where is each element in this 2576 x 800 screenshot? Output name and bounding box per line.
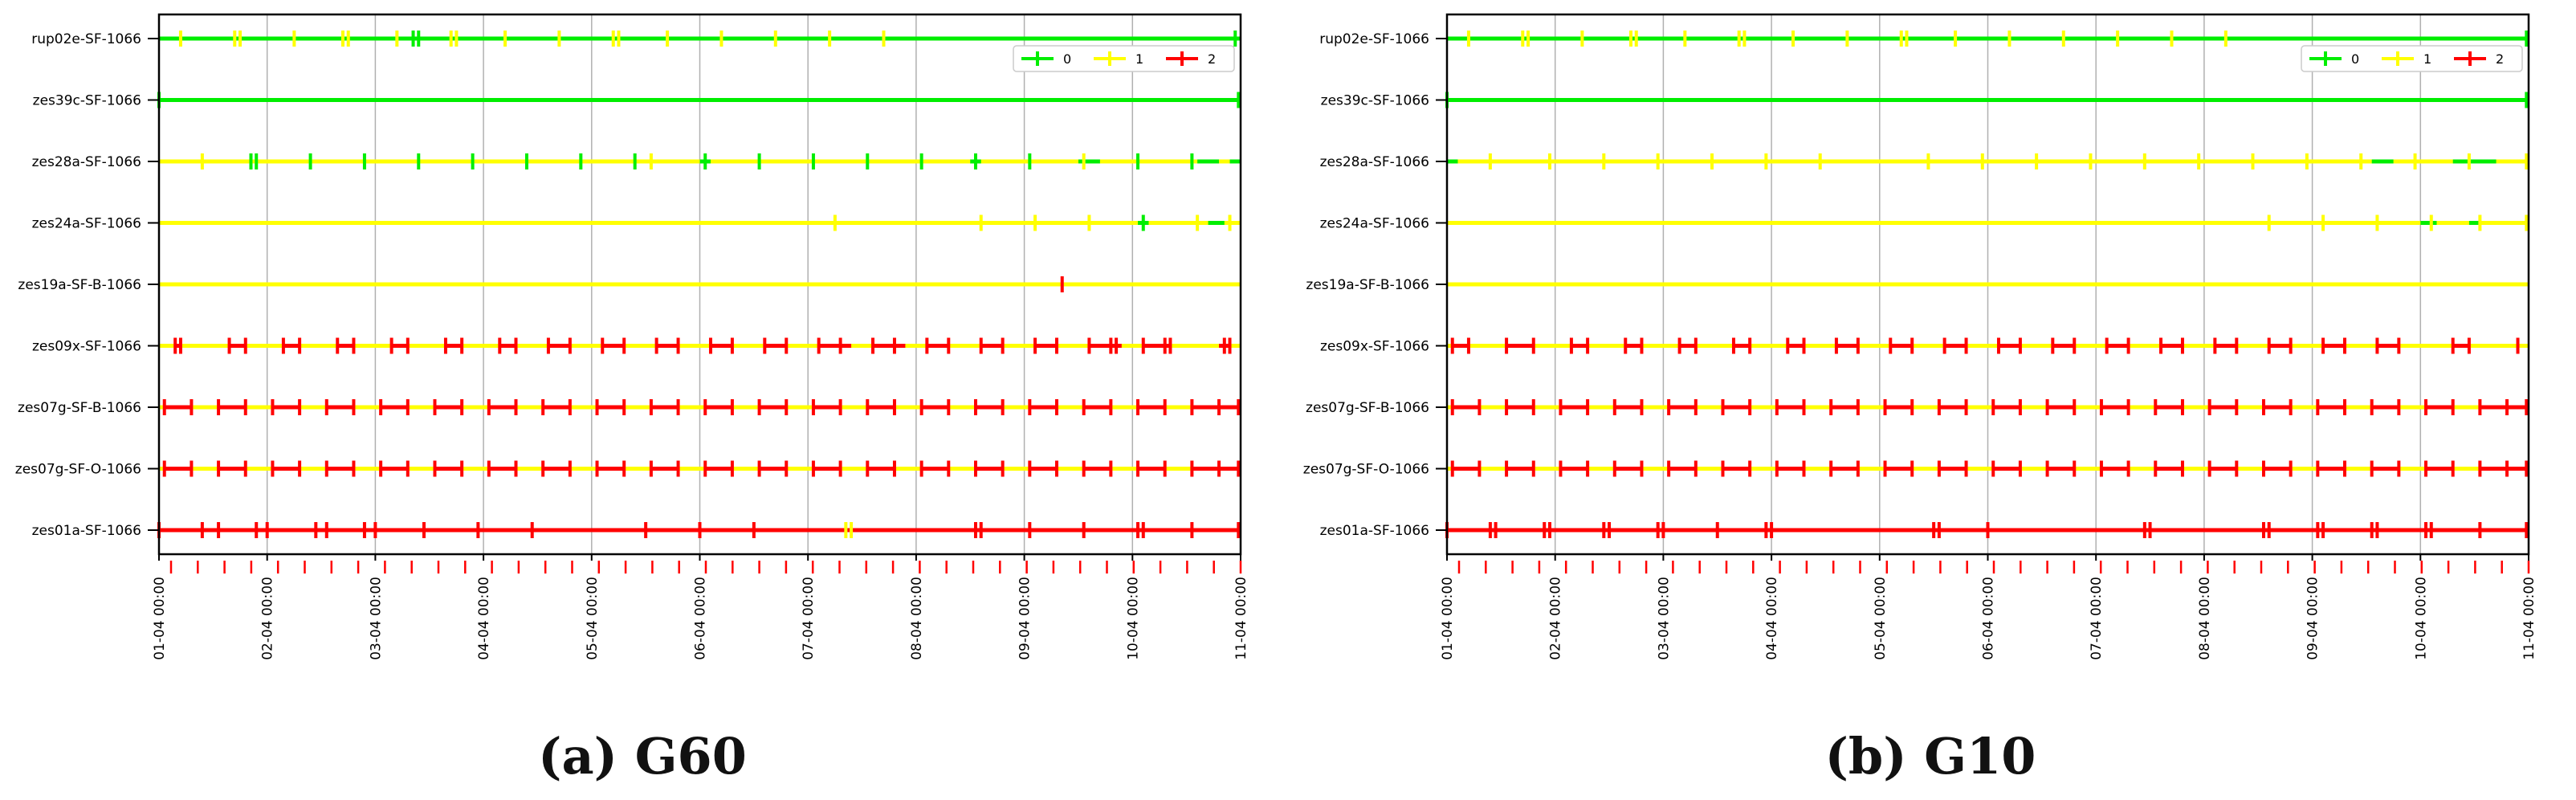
x-tick-label: 06-04 00:00 <box>693 577 709 660</box>
caption-b: (b) G10 <box>1824 727 2036 786</box>
row-label: zes39c-SF-1066 <box>1321 93 1429 109</box>
row-label: zes19a-SF-B-1066 <box>18 277 141 293</box>
row-label: zes19a-SF-B-1066 <box>1306 277 1429 293</box>
timeline-panel-b: rup02e-SF-1066 zes39c-SF-1066 zes28a-SF-10… <box>1303 13 2537 660</box>
row-label: zes24a-SF-1066 <box>1320 216 1429 232</box>
legend-label: 1 <box>1135 51 1143 67</box>
row-label: zes09x-SF-1066 <box>1320 339 1429 355</box>
caption-a: (a) G60 <box>538 727 747 786</box>
row-label: zes24a-SF-1066 <box>32 216 141 232</box>
legend-label: 1 <box>2423 51 2431 67</box>
x-tick-label: 05-04 00:00 <box>1873 577 1889 660</box>
row-label: rup02e-SF-1066 <box>31 31 141 47</box>
x-tick-label: 01-04 00:00 <box>152 577 168 660</box>
x-tick-label: 10-04 00:00 <box>2413 577 2429 660</box>
row-label: zes39c-SF-1066 <box>33 93 141 109</box>
legend-label: 0 <box>2351 51 2359 67</box>
x-tick-label: 04-04 00:00 <box>476 577 492 660</box>
x-tick-label: 02-04 00:00 <box>260 577 276 660</box>
x-tick-label: 04-04 00:00 <box>1764 577 1780 660</box>
x-tick-label: 08-04 00:00 <box>909 577 925 660</box>
x-tick-label: 10-04 00:00 <box>1125 577 1141 660</box>
x-tick-label: 09-04 00:00 <box>1017 577 1033 660</box>
x-tick-label: 01-04 00:00 <box>1440 577 1456 660</box>
row-label: zes07g-SF-B-1066 <box>1306 400 1429 416</box>
row-label: zes09x-SF-1066 <box>32 339 141 355</box>
x-tick-label: 06-04 00:00 <box>1981 577 1997 660</box>
x-tick-label: 03-04 00:00 <box>368 577 384 660</box>
legend-label: 2 <box>2496 51 2504 67</box>
x-tick-label: 11-04 00:00 <box>2521 577 2537 660</box>
row-label: zes07g-SF-O-1066 <box>1303 462 1429 478</box>
x-tick-label: 08-04 00:00 <box>2197 577 2213 660</box>
row-label: zes07g-SF-O-1066 <box>15 462 141 478</box>
x-tick-label: 05-04 00:00 <box>585 577 601 660</box>
row-label: zes01a-SF-1066 <box>32 523 141 539</box>
x-tick-label: 09-04 00:00 <box>2305 577 2321 660</box>
x-tick-label: 02-04 00:00 <box>1548 577 1564 660</box>
row-label: zes01a-SF-1066 <box>1320 523 1429 539</box>
x-tick-label: 07-04 00:00 <box>2089 577 2105 660</box>
row-label: zes28a-SF-1066 <box>32 154 141 170</box>
row-label: rup02e-SF-1066 <box>1319 31 1429 47</box>
timeline-panel-a: rup02e-SF-1066 zes39c-SF-1066 zes28a-SF-10… <box>15 13 1249 660</box>
legend-label: 2 <box>1208 51 1216 67</box>
x-tick-label: 03-04 00:00 <box>1656 577 1672 660</box>
x-tick-label: 11-04 00:00 <box>1233 577 1249 660</box>
row-label: zes07g-SF-B-1066 <box>18 400 141 416</box>
x-tick-label: 07-04 00:00 <box>801 577 817 660</box>
legend-label: 0 <box>1063 51 1071 67</box>
row-label: zes28a-SF-1066 <box>1320 154 1429 170</box>
